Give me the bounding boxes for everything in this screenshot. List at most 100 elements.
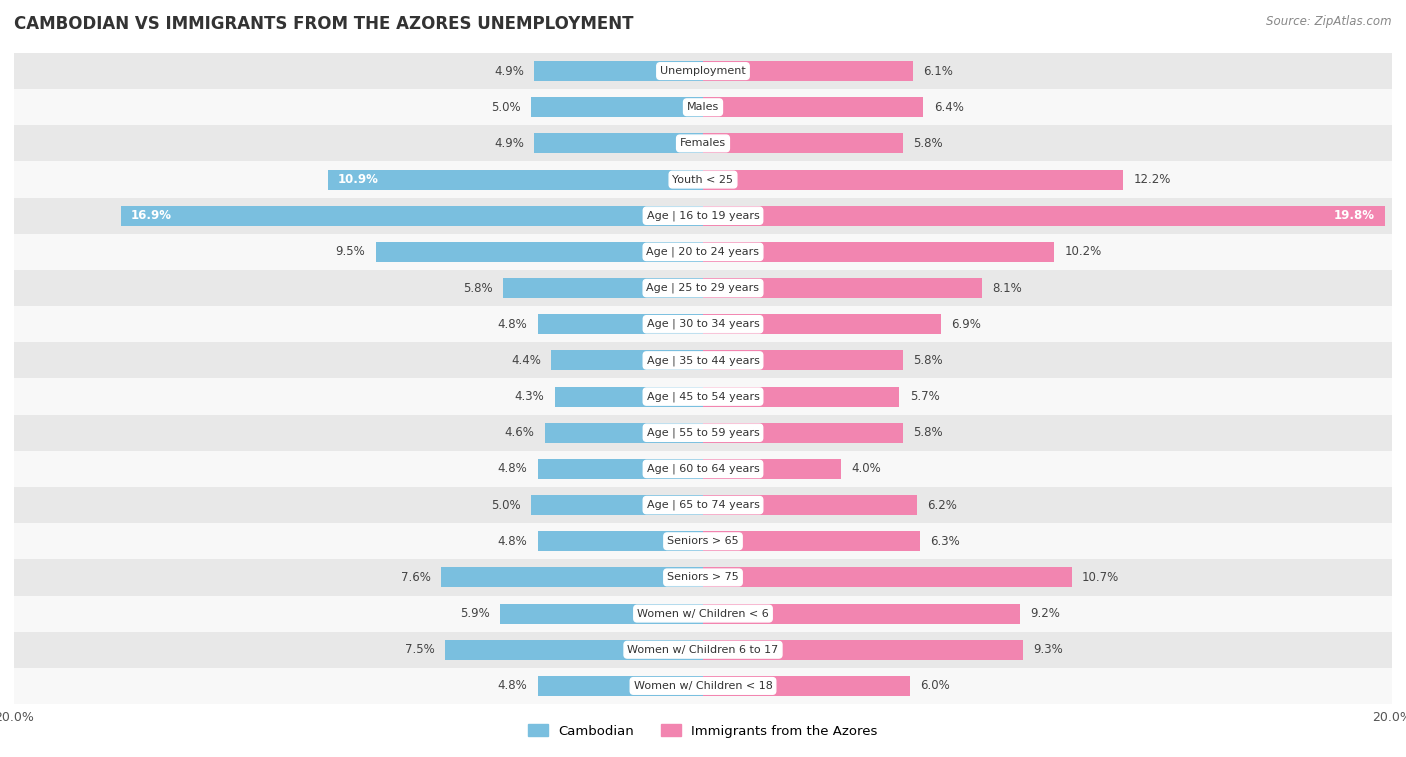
Text: 19.8%: 19.8%	[1334, 209, 1375, 223]
Bar	[14, 53, 1392, 89]
Text: Age | 55 to 59 years: Age | 55 to 59 years	[647, 428, 759, 438]
Text: 4.4%: 4.4%	[512, 354, 541, 367]
Bar	[544, 423, 703, 443]
Text: 5.7%: 5.7%	[910, 390, 939, 403]
Bar	[14, 451, 1392, 487]
Text: 8.1%: 8.1%	[993, 282, 1022, 294]
Bar	[503, 278, 703, 298]
Text: 5.0%: 5.0%	[491, 499, 520, 512]
Text: 6.1%: 6.1%	[924, 64, 953, 77]
Bar	[441, 568, 703, 587]
Text: 7.6%: 7.6%	[401, 571, 430, 584]
Text: 5.8%: 5.8%	[912, 354, 943, 367]
Bar	[375, 242, 703, 262]
Text: Age | 45 to 54 years: Age | 45 to 54 years	[647, 391, 759, 402]
Text: 4.8%: 4.8%	[498, 534, 527, 548]
Text: Women w/ Children < 18: Women w/ Children < 18	[634, 681, 772, 691]
Bar	[14, 559, 1392, 596]
Bar	[14, 270, 1392, 306]
Bar	[534, 133, 703, 154]
Text: 6.2%: 6.2%	[927, 499, 956, 512]
Bar	[14, 306, 1392, 342]
Bar	[14, 234, 1392, 270]
Bar	[703, 314, 941, 334]
Text: 4.8%: 4.8%	[498, 463, 527, 475]
Text: 6.4%: 6.4%	[934, 101, 963, 114]
Bar	[703, 423, 903, 443]
Bar	[703, 61, 912, 81]
Text: 12.2%: 12.2%	[1133, 173, 1171, 186]
Text: Females: Females	[681, 139, 725, 148]
Text: 6.9%: 6.9%	[950, 318, 981, 331]
Bar	[328, 170, 703, 189]
Legend: Cambodian, Immigrants from the Azores: Cambodian, Immigrants from the Azores	[523, 719, 883, 743]
Text: Males: Males	[688, 102, 718, 112]
Text: Women w/ Children < 6: Women w/ Children < 6	[637, 609, 769, 618]
Bar	[534, 61, 703, 81]
Bar	[499, 603, 703, 624]
Text: 4.6%: 4.6%	[505, 426, 534, 439]
Bar	[537, 459, 703, 479]
Text: 4.0%: 4.0%	[851, 463, 882, 475]
Text: 5.0%: 5.0%	[491, 101, 520, 114]
Bar	[531, 495, 703, 515]
Bar	[531, 98, 703, 117]
Text: CAMBODIAN VS IMMIGRANTS FROM THE AZORES UNEMPLOYMENT: CAMBODIAN VS IMMIGRANTS FROM THE AZORES …	[14, 15, 634, 33]
Text: 7.5%: 7.5%	[405, 643, 434, 656]
Text: 10.7%: 10.7%	[1083, 571, 1119, 584]
Bar	[703, 206, 1385, 226]
Bar	[703, 531, 920, 551]
Bar	[14, 631, 1392, 668]
Bar	[555, 387, 703, 407]
Text: Women w/ Children 6 to 17: Women w/ Children 6 to 17	[627, 645, 779, 655]
Bar	[14, 198, 1392, 234]
Text: 5.8%: 5.8%	[912, 137, 943, 150]
Bar	[444, 640, 703, 659]
Text: Age | 25 to 29 years: Age | 25 to 29 years	[647, 283, 759, 293]
Text: 5.8%: 5.8%	[463, 282, 494, 294]
Bar	[121, 206, 703, 226]
Text: 6.3%: 6.3%	[931, 534, 960, 548]
Text: Age | 65 to 74 years: Age | 65 to 74 years	[647, 500, 759, 510]
Bar	[703, 495, 917, 515]
Text: Age | 20 to 24 years: Age | 20 to 24 years	[647, 247, 759, 257]
Text: 16.9%: 16.9%	[131, 209, 172, 223]
Text: 4.3%: 4.3%	[515, 390, 544, 403]
Bar	[14, 415, 1392, 451]
Text: 4.9%: 4.9%	[494, 137, 524, 150]
Text: Age | 60 to 64 years: Age | 60 to 64 years	[647, 464, 759, 474]
Bar	[703, 170, 1123, 189]
Bar	[703, 603, 1019, 624]
Bar	[703, 568, 1071, 587]
Bar	[703, 133, 903, 154]
Bar	[14, 89, 1392, 126]
Bar	[703, 350, 903, 370]
Text: 4.8%: 4.8%	[498, 680, 527, 693]
Text: 9.2%: 9.2%	[1031, 607, 1060, 620]
Text: 10.2%: 10.2%	[1064, 245, 1102, 258]
Text: 9.3%: 9.3%	[1033, 643, 1063, 656]
Bar	[14, 126, 1392, 161]
Text: Age | 16 to 19 years: Age | 16 to 19 years	[647, 210, 759, 221]
Text: Age | 30 to 34 years: Age | 30 to 34 years	[647, 319, 759, 329]
Text: 6.0%: 6.0%	[920, 680, 950, 693]
Text: Seniors > 75: Seniors > 75	[666, 572, 740, 582]
Bar	[703, 278, 981, 298]
Bar	[14, 342, 1392, 378]
Text: 9.5%: 9.5%	[336, 245, 366, 258]
Bar	[14, 668, 1392, 704]
Bar	[703, 98, 924, 117]
Bar	[537, 676, 703, 696]
Text: Age | 35 to 44 years: Age | 35 to 44 years	[647, 355, 759, 366]
Text: 4.9%: 4.9%	[494, 64, 524, 77]
Text: 5.8%: 5.8%	[912, 426, 943, 439]
Bar	[14, 161, 1392, 198]
Text: 4.8%: 4.8%	[498, 318, 527, 331]
Bar	[14, 487, 1392, 523]
Bar	[703, 459, 841, 479]
Bar	[551, 350, 703, 370]
Bar	[703, 242, 1054, 262]
Bar	[703, 640, 1024, 659]
Bar	[14, 378, 1392, 415]
Text: Unemployment: Unemployment	[661, 66, 745, 76]
